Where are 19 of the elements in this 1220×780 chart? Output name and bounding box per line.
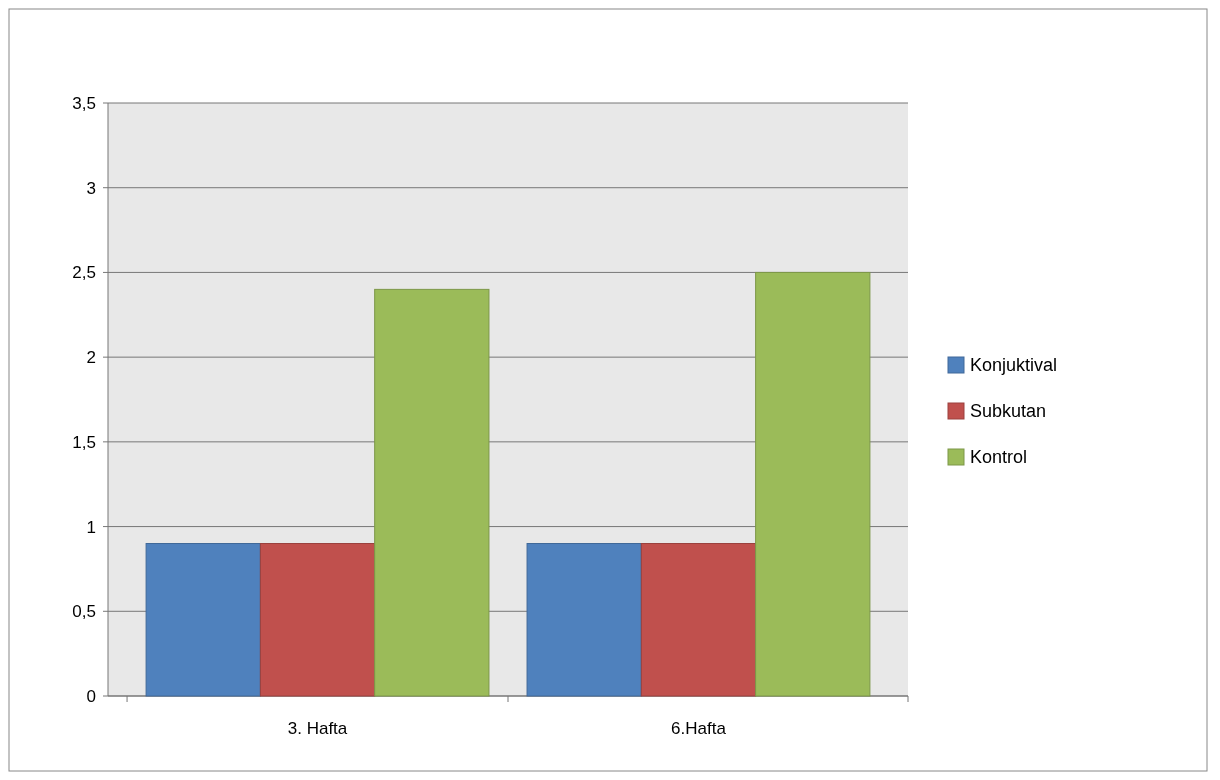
bar — [640, 543, 757, 697]
y-tick-label: 1 — [86, 517, 96, 537]
x-tick-label: 3. Hafta — [287, 719, 348, 738]
legend-label: Konjuktival — [970, 355, 1058, 376]
x-tick-label: 6.Hafta — [671, 719, 727, 738]
bar — [259, 543, 376, 697]
bar — [526, 543, 642, 697]
legend-label: Kontrol — [970, 447, 1028, 468]
y-tick-label: 0 — [86, 686, 96, 706]
bar — [145, 543, 261, 697]
bar — [374, 288, 490, 697]
y-tick-label: 1,5 — [72, 432, 96, 452]
y-tick-label: 3,5 — [72, 93, 96, 113]
y-tick-label: 0,5 — [72, 602, 96, 622]
y-tick-label: 2,5 — [72, 263, 96, 283]
bar — [755, 271, 871, 697]
y-tick-label: 2 — [86, 348, 96, 368]
legend-label: Subkutan — [970, 401, 1047, 422]
y-tick-label: 3 — [86, 178, 96, 198]
